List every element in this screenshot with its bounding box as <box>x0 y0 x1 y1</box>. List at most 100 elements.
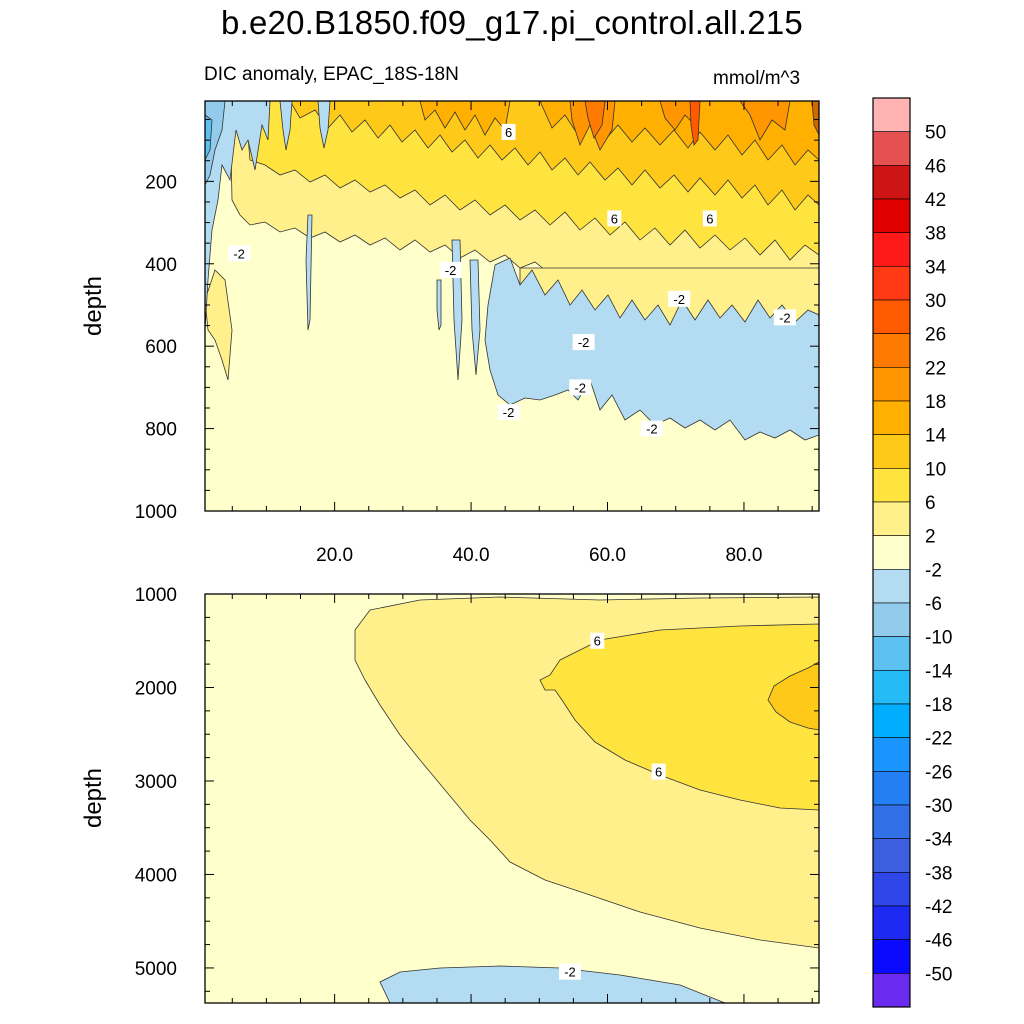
colorbar-level-label: -14 <box>925 661 953 682</box>
colorbar-bin <box>872 367 911 402</box>
upper-fill-neg-strip1 <box>279 101 293 151</box>
colorbar-level-label: 26 <box>925 325 946 346</box>
colorbar-level-label: 10 <box>925 459 946 480</box>
lower-y-tick-labels: 1000 2000 3000 4000 5000 <box>135 585 177 980</box>
upper-fill-26to30 <box>689 101 701 146</box>
y-tick-label: 2000 <box>135 678 177 699</box>
y-tick-label: 200 <box>145 172 177 193</box>
contour-label: -2 <box>673 292 685 307</box>
lower-plot-frame <box>204 593 820 1004</box>
colorbar: 50 46 42 38 34 30 26 22 18 14 10 6 2 -2 -6 -10 -14 -18 -22… <box>872 97 953 1008</box>
contour-label: 6 <box>594 634 601 649</box>
y-tick-label: 800 <box>145 420 177 441</box>
contour-label-box <box>607 210 622 227</box>
lower-contour-labels: 6 6 -2 <box>558 632 666 980</box>
y-tick-label: 3000 <box>135 772 177 793</box>
contour-label-box <box>668 290 691 307</box>
contour-label: -2 <box>779 310 791 325</box>
colorbar-bin <box>872 232 911 267</box>
x-tick-label: 20.0 <box>316 545 353 566</box>
contour-label-box <box>439 261 462 278</box>
colorbar-level-label: 6 <box>925 493 936 514</box>
colorbar-level-label: 22 <box>925 358 946 379</box>
colorbar-bin <box>872 973 911 1008</box>
colorbar-level-label: -34 <box>925 830 953 851</box>
contour-label-box <box>702 210 717 227</box>
colorbar-level-label: -22 <box>925 729 952 750</box>
colorbar-level-label: -6 <box>925 594 942 615</box>
contour-label-box <box>558 963 581 980</box>
colorbar-level-label: -2 <box>925 560 942 581</box>
upper-y-axis-title: depth <box>80 276 107 336</box>
upper-x-tick-labels: 20.0 40.0 60.0 80.0 <box>316 545 762 566</box>
colorbar-frame <box>872 97 911 1008</box>
lower-fill-neg-bottom <box>379 965 726 1003</box>
colorbar-bin <box>872 266 911 301</box>
colorbar-level-label: -30 <box>925 796 952 817</box>
y-tick-label: 400 <box>145 255 177 276</box>
upper-fill-neg-topleft-deeper <box>205 114 213 161</box>
upper-tick-marks <box>205 101 819 511</box>
colorbar-bin <box>872 872 911 907</box>
colorbar-bin <box>872 602 911 637</box>
colorbar-level-label: -38 <box>925 863 952 884</box>
colorbar-bin <box>872 569 911 604</box>
contour-label-box <box>640 420 663 437</box>
y-tick-label: 5000 <box>135 959 177 980</box>
contour-label: 6 <box>611 211 618 226</box>
upper-fill-neg-strip3 <box>305 214 313 331</box>
colorbar-level-label: -50 <box>925 964 952 985</box>
colorbar-level-label: 50 <box>925 123 946 144</box>
colorbar-bin <box>872 501 911 536</box>
contour-label-box <box>569 379 592 396</box>
colorbar-bin <box>872 670 911 705</box>
upper-plot-frame <box>204 100 820 512</box>
contour-label: -2 <box>646 422 658 437</box>
colorbar-level-label: -42 <box>925 897 952 918</box>
contour-label: 6 <box>706 211 713 226</box>
colorbar-level-label: 34 <box>925 257 947 278</box>
lower-contour-panel: 6 6 -2 1000 2000 3000 4000 5000 depth <box>80 585 820 1004</box>
contour-label: -2 <box>564 965 576 980</box>
colorbar-bin <box>872 703 911 738</box>
colorbar-level-label: 2 <box>925 527 936 548</box>
colorbar-bin <box>872 198 911 233</box>
colorbar-bin <box>872 333 911 368</box>
colorbar-bin <box>872 737 911 772</box>
colorbar-level-label: -18 <box>925 695 952 716</box>
colorbar-bin <box>872 434 911 469</box>
colorbar-bin <box>872 97 911 132</box>
contour-label-box <box>651 763 666 780</box>
contour-label-box <box>228 245 251 262</box>
upper-y-tick-labels: 200 400 600 800 1000 <box>135 172 177 523</box>
lower-fill-10to14 <box>767 661 819 731</box>
colorbar-level-label: 14 <box>925 426 947 447</box>
colorbar-bin <box>872 131 911 166</box>
upper-fill-neg-strip6 <box>436 279 442 331</box>
upper-fill-dark-edge <box>811 101 819 136</box>
y-tick-label: 1000 <box>135 502 177 523</box>
contour-label: -2 <box>503 405 515 420</box>
contour-label: -2 <box>574 380 586 395</box>
contour-label: -2 <box>233 246 245 261</box>
colorbar-level-label: -10 <box>925 628 952 649</box>
colorbar-bin <box>872 838 911 873</box>
lower-tick-marks <box>205 594 819 1003</box>
page-title: b.e20.B1850.f09_g17.pi_control.all.215 <box>221 4 803 41</box>
contour-label-box <box>773 309 796 326</box>
colorbar-bin <box>872 939 911 974</box>
upper-fill-neg-strip5 <box>469 259 481 376</box>
upper-contour-labels: 6 6 6 -2 -2 -2 -2 -2 -2 -2 -2 <box>228 123 796 437</box>
upper-contour-panel: 6 6 6 -2 -2 -2 -2 -2 -2 -2 -2 20.0 40.0 60.0 80.0 200… <box>80 100 820 566</box>
upper-fill-18to22-b <box>739 101 791 141</box>
y-tick-label: 600 <box>145 337 177 358</box>
colorbar-level-label: -26 <box>925 762 952 783</box>
upper-fill-neg-body <box>484 257 819 441</box>
y-tick-label: 1000 <box>135 585 177 606</box>
colorbar-bin <box>872 535 911 570</box>
contour-label-box <box>497 404 520 421</box>
x-tick-label: 40.0 <box>453 545 490 566</box>
chart-subtitle: DIC anomaly, EPAC_18S-18N <box>204 64 459 85</box>
colorbar-level-label: 42 <box>925 190 946 211</box>
